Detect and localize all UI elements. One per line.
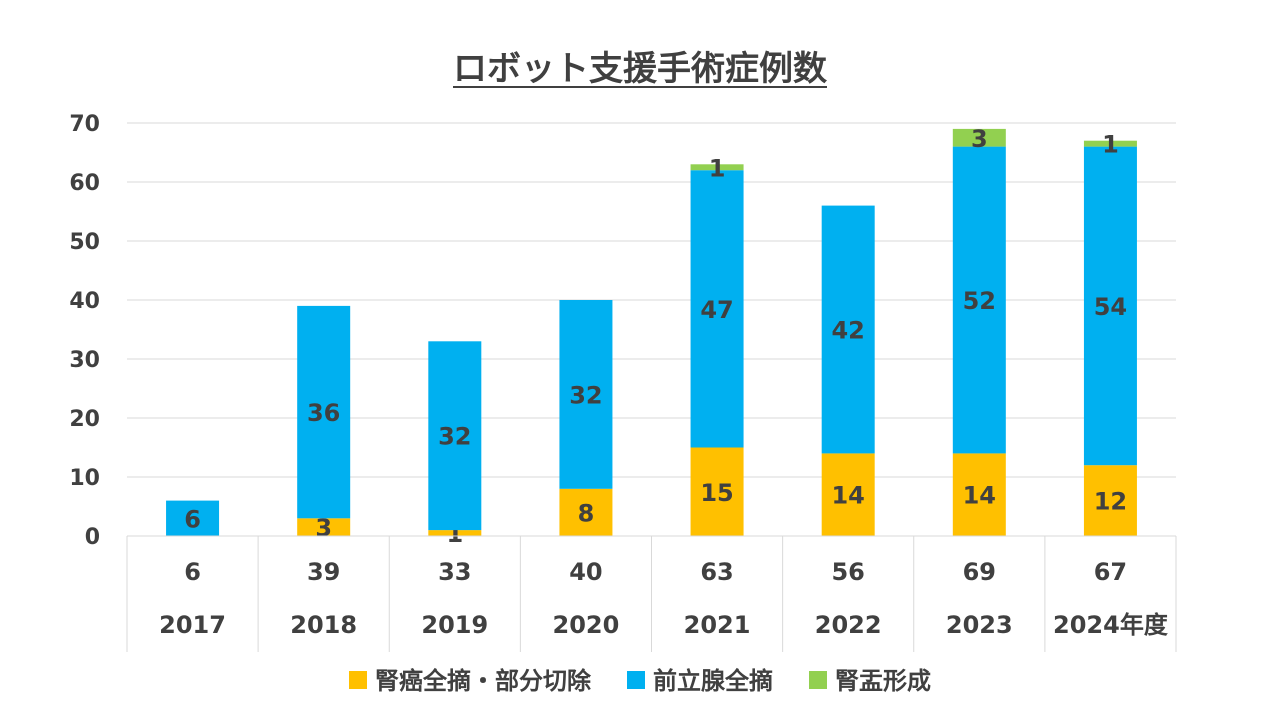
- data-label: 15: [700, 479, 733, 507]
- legend-swatch: [809, 671, 827, 689]
- total-label: 67: [1094, 558, 1127, 586]
- prostate-segment: [690, 170, 744, 448]
- total-label: 6: [184, 558, 201, 586]
- category-label: 2018: [290, 611, 357, 639]
- data-label: 14: [963, 482, 996, 510]
- data-label: 32: [438, 423, 471, 451]
- category-label: 2022: [815, 611, 882, 639]
- legend-label: 腎癌全摘・部分切除: [375, 667, 592, 695]
- y-tick-label: 10: [69, 466, 100, 491]
- legend-label: 腎盂形成: [835, 667, 931, 695]
- kidney-cancer-segment: [428, 530, 482, 536]
- y-tick-label: 30: [69, 348, 100, 373]
- y-tick-label: 70: [69, 112, 100, 137]
- data-label: 1: [709, 154, 726, 182]
- category-label: 2017: [159, 611, 226, 639]
- category-label: 2023: [946, 611, 1013, 639]
- data-label: 12: [1094, 488, 1127, 516]
- kidney-cancer-segment: [952, 453, 1006, 536]
- kidney-cancer-segment: [821, 453, 875, 536]
- data-label: 47: [700, 296, 733, 324]
- legend-swatch: [349, 671, 367, 689]
- prostate-segment: [428, 341, 482, 531]
- pyeloplasty-segment: [952, 128, 1006, 147]
- category-label: 2020: [553, 611, 620, 639]
- data-label: 32: [569, 381, 602, 409]
- prostate-segment: [821, 205, 875, 454]
- prostate-segment: [1083, 146, 1137, 466]
- prostate-segment: [559, 300, 613, 489]
- total-label: 39: [307, 558, 340, 586]
- y-tick-label: 50: [69, 230, 100, 255]
- y-tick-label: 20: [69, 407, 100, 432]
- legend-swatch: [627, 671, 645, 689]
- gridlines: [127, 122, 1176, 478]
- category-label: 2019: [421, 611, 488, 639]
- data-label: 42: [831, 317, 864, 345]
- data-label: 6: [184, 505, 201, 533]
- kidney-cancer-segment: [1083, 465, 1137, 536]
- y-tick-label: 40: [69, 289, 100, 314]
- category-label: 2024年度: [1053, 611, 1169, 639]
- kidney-cancer-segment: [559, 488, 613, 536]
- prostate-segment: [952, 146, 1006, 454]
- category-label: 2021: [684, 611, 751, 639]
- pyeloplasty-segment: [690, 164, 744, 171]
- total-label: 33: [438, 558, 471, 586]
- legend: 腎癌全摘・部分切除 前立腺全摘 腎盂形成: [349, 667, 931, 695]
- data-table: 6 2017 39 2018 33 2019 40 2020 63 2021 56 2022 69 202…: [126, 535, 1177, 652]
- data-label: 1: [1102, 131, 1119, 159]
- prostate-segment: [166, 500, 220, 536]
- data-label: 3: [971, 125, 988, 153]
- total-label: 40: [569, 558, 602, 586]
- data-label: 54: [1094, 293, 1127, 321]
- prostate-segment: [297, 305, 351, 519]
- data-label: 14: [831, 482, 864, 510]
- legend-label: 前立腺全摘: [653, 667, 773, 695]
- kidney-cancer-segment: [690, 447, 744, 536]
- total-label: 69: [963, 558, 996, 586]
- data-label: 36: [307, 399, 340, 427]
- chart-title: ロボット支援手術症例数: [453, 49, 827, 89]
- kidney-cancer-segment: [297, 518, 351, 536]
- data-label: 52: [963, 287, 996, 315]
- pyeloplasty-segment: [1083, 140, 1137, 147]
- y-axis: 0 10 20 30 40 50 60 70: [69, 112, 100, 550]
- y-tick-label: 60: [69, 171, 100, 196]
- data-label: 3: [315, 514, 332, 542]
- total-label: 63: [700, 558, 733, 586]
- y-tick-label: 0: [85, 525, 100, 550]
- data-label: 8: [578, 499, 595, 527]
- total-label: 56: [831, 558, 864, 586]
